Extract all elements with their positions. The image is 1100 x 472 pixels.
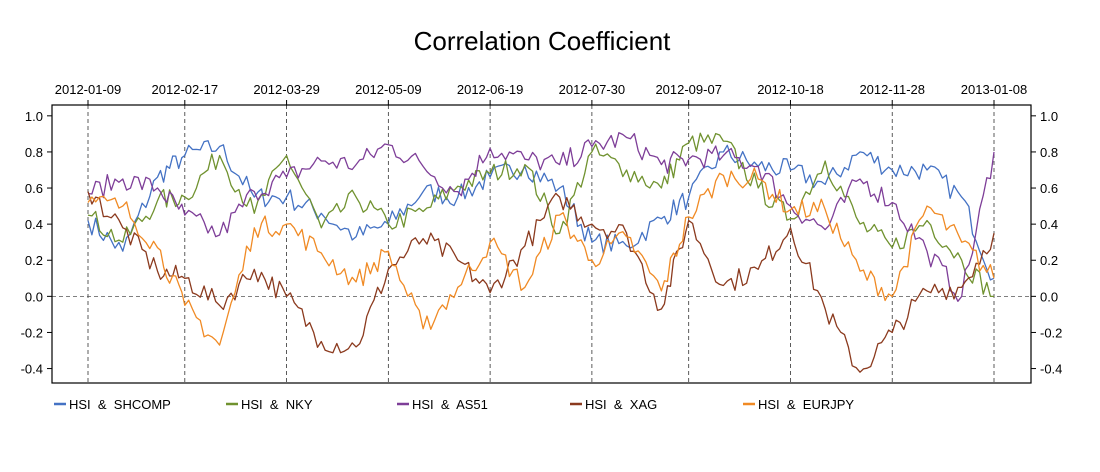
y-tick-label-left: 0.8 [25, 145, 43, 160]
chart-title: Correlation Coefficient [414, 26, 672, 56]
legend-label: HSI & XAG [585, 397, 657, 412]
x-tick-label: 2013-01-08 [961, 82, 1028, 97]
y-tick-label-right: 0.0 [1040, 289, 1058, 304]
y-tick-label-right: 0.8 [1040, 145, 1058, 160]
y-tick-label-right: 0.2 [1040, 253, 1058, 268]
legend-label: HSI & EURJPY [758, 397, 854, 412]
y-tick-label-right: 1.0 [1040, 109, 1058, 124]
series-line [87, 191, 995, 373]
x-tick-label: 2012-01-09 [55, 82, 122, 97]
legend-label: HSI & NKY [241, 397, 313, 412]
y-tick-label-left: 0.6 [25, 181, 43, 196]
x-tick-label: 2012-09-07 [655, 82, 722, 97]
y-tick-label-right: 0.4 [1040, 217, 1058, 232]
y-tick-label-left: 1.0 [25, 109, 43, 124]
y-tick-label-left: -0.2 [21, 325, 43, 340]
y-tick-label-right: 0.6 [1040, 181, 1058, 196]
y-tick-label-left: 0.4 [25, 217, 43, 232]
plot-frame [51, 104, 1032, 384]
y-tick-label-right: -0.4 [1040, 362, 1062, 377]
x-tick-label: 2012-10-18 [757, 82, 824, 97]
y-tick-label-left: 0.0 [25, 289, 43, 304]
legend-label: HSI & AS51 [412, 397, 488, 412]
series-layer [87, 132, 995, 373]
x-tick-label: 2012-06-19 [457, 82, 524, 97]
x-tick-label: 2012-05-09 [355, 82, 422, 97]
y-tick-label-left: 0.2 [25, 253, 43, 268]
legend-label: HSI & SHCOMP [69, 397, 171, 412]
legend: HSI & SHCOMP HSI & NKY HSI & AS51 HSI & XAG… [54, 397, 854, 412]
x-tick-label: 2012-07-30 [559, 82, 626, 97]
y-tick-label-left: -0.4 [21, 362, 43, 377]
x-tick-label: 2012-03-29 [253, 82, 320, 97]
x-tick-label: 2012-11-28 [859, 82, 925, 97]
tick-layer: 2012-01-09 2012-02-17 2012-03-29 2012-05-09… [21, 82, 1063, 377]
grid-layer [52, 105, 1031, 383]
x-tick-label: 2012-02-17 [152, 82, 219, 97]
series-line [87, 140, 995, 281]
y-tick-label-right: -0.2 [1040, 325, 1062, 340]
series-line [87, 132, 995, 302]
series-line [87, 132, 995, 298]
series-line [87, 167, 995, 346]
